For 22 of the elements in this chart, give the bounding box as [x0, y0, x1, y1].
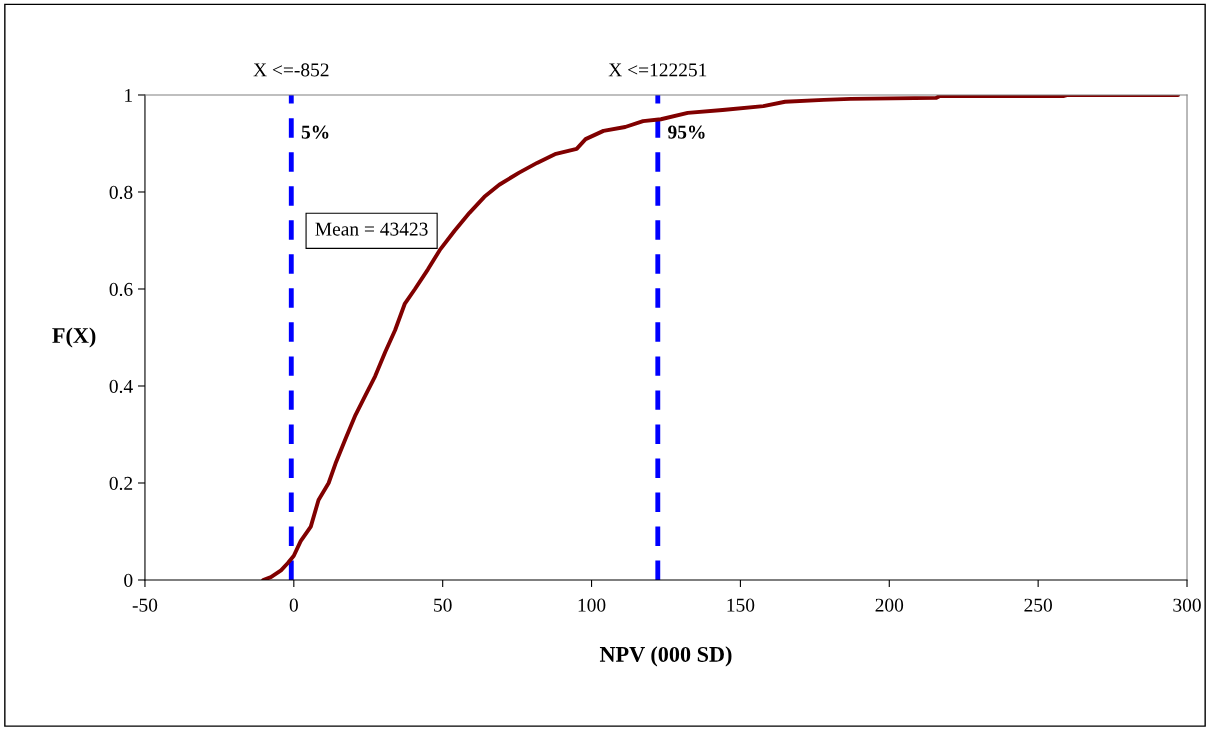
y-tick-label: 0 [124, 573, 133, 587]
x-tick-label: 150 [727, 598, 755, 612]
y-tick-label: 0.6 [109, 282, 133, 297]
x-tick-label: -50 [132, 598, 158, 612]
y-tick-label: 0.4 [109, 379, 133, 394]
line-series [261, 94, 1181, 580]
ref-line-label: X <=-852 [253, 63, 329, 77]
x-axis-title: NPV (000 SD) [599, 646, 732, 667]
ref-line-label: X <=122251 [608, 63, 707, 77]
annotation: 95% [668, 125, 705, 139]
y-tick-label: 1 [125, 88, 132, 102]
y-axis-title: F(X) [52, 327, 96, 348]
x-tick-label: 0 [289, 598, 298, 612]
x-tick-label: 250 [1024, 598, 1052, 612]
y-tick-label: 0.8 [109, 185, 133, 200]
x-tick-label: 50 [434, 598, 452, 612]
annotation: Mean = 43423 [315, 222, 428, 236]
annotation: 5% [301, 125, 329, 139]
x-tick-label: 200 [875, 598, 904, 612]
x-tick-label: 100 [578, 598, 606, 612]
y-tick-label: 0.2 [109, 476, 133, 491]
x-tick-label: 300 [1173, 598, 1201, 612]
